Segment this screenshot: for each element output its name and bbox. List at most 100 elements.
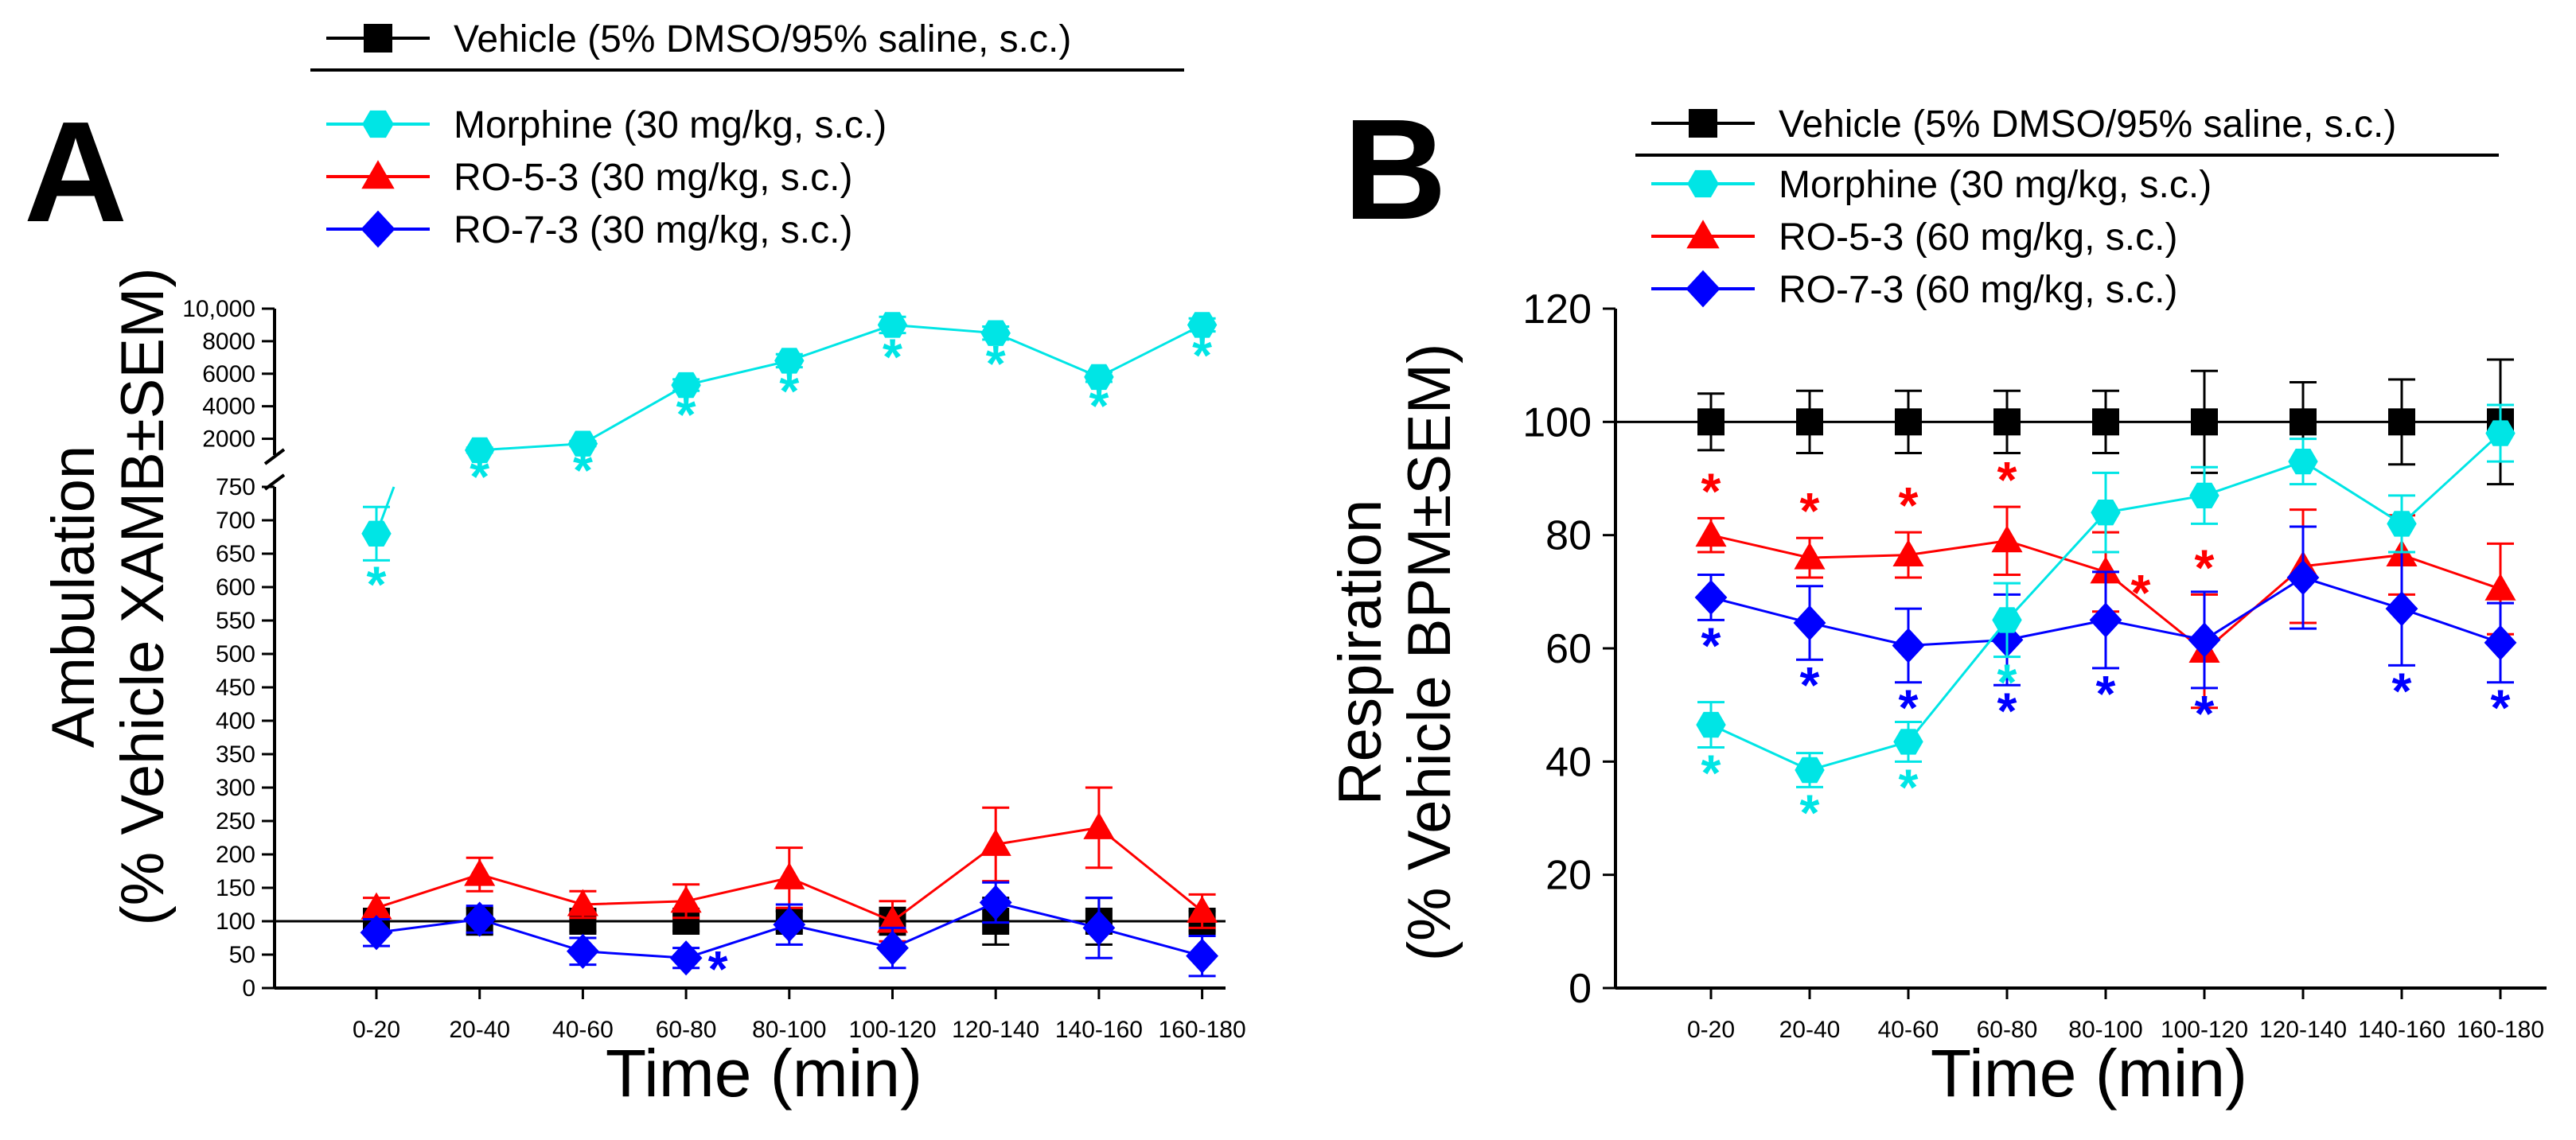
panel-b-series-morphine: * * * * — [1696, 403, 2516, 841]
panel-a-y-tick-label: 300 — [216, 775, 255, 801]
panel-a-x-tick-label: 140-160 — [1055, 1017, 1143, 1043]
panel-b-y-tick-label: 60 — [1545, 626, 1592, 672]
panel-a-y-tick-label: 200 — [216, 842, 255, 868]
panel-b-x-tick-label: 160-180 — [2457, 1017, 2544, 1043]
panel-b-label: B — [1343, 90, 1447, 250]
panel-b-legend-marker-ro53 — [1686, 220, 1720, 249]
panel-b-point-vehicle — [2092, 408, 2119, 436]
panel-a-x-tick-label: 120-140 — [952, 1017, 1039, 1043]
panel-b-point-vehicle — [2388, 408, 2415, 436]
panel-a-x-tick-label: 0-20 — [353, 1017, 400, 1043]
panel-b-significance-star: * — [1800, 656, 1820, 714]
panel-a-legend-marker-ro73 — [360, 210, 396, 248]
panel-b-series-vehicle — [1697, 358, 2514, 486]
panel-b-point-ro73 — [2385, 591, 2418, 627]
panel-b-x-tick-label: 0-20 — [1687, 1017, 1735, 1043]
panel-a-y-tick-label: 500 — [216, 641, 255, 667]
panel-a-legend-label-ro53: RO-5-3 (30 mg/kg, s.c.) — [454, 157, 852, 199]
panel-b-significance-star: * — [2392, 662, 2412, 719]
panel-a-legend-label-ro73: RO-7-3 (30 mg/kg, s.c.) — [454, 209, 852, 251]
panel-a-y-tick-label: 450 — [216, 675, 255, 701]
panel-a-legend-marker-vehicle — [364, 24, 392, 53]
panel-a-point-ro73 — [876, 930, 909, 966]
panel-a-series-ro53 — [360, 786, 1218, 943]
panel-a-point-ro53 — [464, 858, 496, 886]
panel-b-significance-star: * — [2096, 665, 2116, 722]
panel-a-y-tick-label: 100 — [216, 908, 255, 935]
panel-b-legend-marker-vehicle — [1689, 109, 1717, 138]
panel-b-point-vehicle — [2191, 408, 2218, 436]
panel-a-point-ro53 — [1187, 895, 1218, 923]
panel-b-significance-star: * — [1997, 451, 2017, 508]
panel-b-y-tick-label: 120 — [1522, 286, 1592, 333]
panel-b-x-tick-label: 100-120 — [2161, 1017, 2248, 1043]
panel-b-significance-star: * — [2131, 564, 2151, 621]
panel-b-point-ro53 — [2484, 573, 2516, 601]
panel-a-point-ro53 — [980, 828, 1011, 856]
panel-a-point-ro53 — [360, 892, 392, 920]
panel-a-point-morphine — [1084, 364, 1114, 391]
panel-b-y-tick-label: 40 — [1545, 739, 1592, 785]
panel-a-x-tick-label: 40-60 — [552, 1017, 614, 1043]
panel-a-y-tick-label: 650 — [216, 541, 255, 567]
panel-a-y-tick-label: 350 — [216, 741, 255, 768]
panel-b-point-ro53 — [2090, 556, 2122, 584]
panel-a-y-tick-label: 4000 — [202, 394, 255, 420]
panel-a-point-morphine — [671, 372, 701, 399]
panel-b-point-ro53 — [1892, 539, 1924, 567]
panel-b-x-tick-label: 60-80 — [1977, 1017, 2038, 1043]
panel-b: B Respiration (% Vehicle BPM±SEM) Time (… — [1327, 90, 2547, 1111]
panel-b-point-ro73 — [2188, 622, 2221, 658]
panel-b-point-ro53 — [1991, 525, 2023, 553]
panel-a-significance-star: * — [573, 442, 593, 499]
panel-b-significance-star: * — [1899, 758, 1919, 815]
panel-b-legend-label-vehicle: Vehicle (5% DMSO/95% saline, s.c.) — [1779, 103, 2396, 146]
panel-a-point-ro53 — [876, 905, 909, 933]
panel-b-point-ro73 — [1892, 628, 1925, 663]
panel-a-ylabel-line1: Ambulation — [40, 445, 107, 748]
panel-a-y-tick-label: 400 — [216, 708, 255, 734]
panel-b-point-ro73 — [2286, 559, 2320, 596]
panel-a-significance-star: * — [708, 940, 728, 998]
panel-a-series-line — [479, 323, 1203, 452]
panel-a-x-tick-label: 160-180 — [1159, 1017, 1246, 1043]
panel-a-significance-star: * — [883, 329, 902, 386]
panel-b-y-tick-label: 80 — [1545, 513, 1592, 559]
panel-b-significance-star: * — [1800, 482, 1820, 539]
panel-b-legend-marker-ro73 — [1686, 270, 1721, 308]
panel-a-point-ro73 — [669, 940, 703, 976]
panel-b-point-ro73 — [1694, 579, 1728, 616]
panel-a-point-morphine — [567, 430, 598, 457]
panel-a-y-tick-label: 550 — [216, 608, 255, 634]
panel-b-point-ro73 — [1793, 605, 1826, 641]
panel-a-significance-star: * — [779, 363, 799, 420]
panel-a-x-tick-label: 20-40 — [449, 1017, 510, 1043]
panel-a-xlabel: Time (min) — [606, 1036, 922, 1111]
panel-b-point-morphine — [2387, 511, 2417, 537]
panel-b-significance-star: * — [1899, 477, 1919, 534]
panel-a-significance-star: * — [367, 555, 387, 613]
panel-a-significance-star: * — [1089, 377, 1109, 434]
panel-b-significance-star: * — [1701, 617, 1721, 674]
panel-b-ylabel-line1: Respiration — [1327, 500, 1394, 805]
panel-b-point-morphine — [1893, 729, 1923, 755]
panel-b-point-vehicle — [1697, 408, 1724, 436]
panel-b-legend-marker-morphine — [1687, 169, 1719, 198]
panel-a-series-ro73: * — [360, 881, 1218, 998]
panel-a-point-morphine — [361, 520, 392, 547]
panel-a-significance-star: * — [470, 448, 489, 505]
panel-a-axis-break-upper — [263, 448, 286, 465]
panel-b-legend-label-ro73: RO-7-3 (60 mg/kg, s.c.) — [1779, 269, 2177, 311]
panel-b-y-tick-label: 100 — [1522, 399, 1592, 445]
panel-a-y-tick-label: 50 — [229, 942, 255, 968]
panel-a-y-tick-label: 8000 — [202, 329, 255, 355]
panel-a-point-ro53 — [774, 862, 805, 889]
panel-b-point-vehicle — [1796, 408, 1823, 436]
panel-b-y-tick-label: 20 — [1545, 853, 1592, 899]
panel-b-x-tick-label: 40-60 — [1878, 1017, 1939, 1043]
panel-b-legend-label-morphine: Morphine (30 mg/kg, s.c.) — [1779, 164, 2212, 206]
panel-b-point-morphine — [2189, 482, 2219, 508]
panel-a-point-morphine — [980, 320, 1011, 346]
panel-b-significance-star: * — [2195, 685, 2215, 742]
panel-a-legend-marker-morphine — [362, 110, 394, 138]
